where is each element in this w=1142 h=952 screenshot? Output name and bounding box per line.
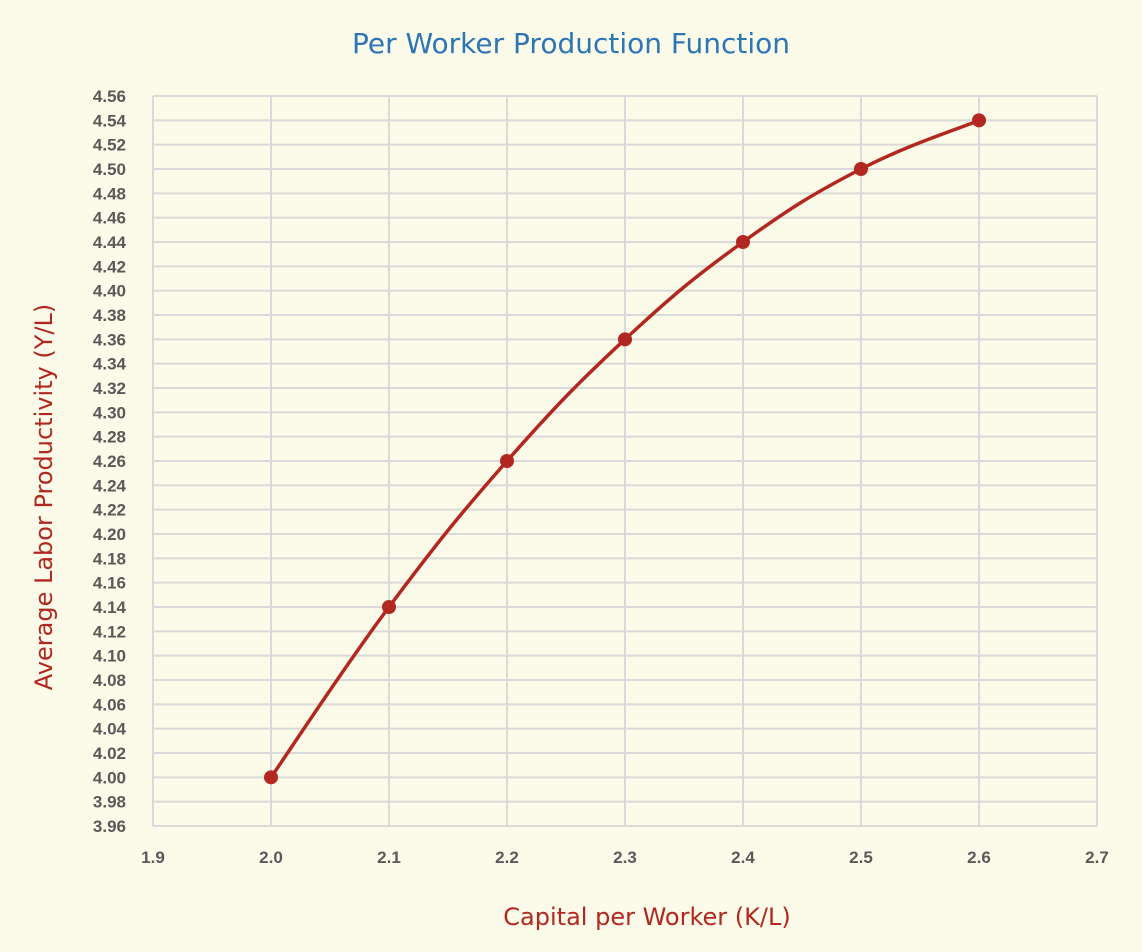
x-tick-label: 2.2 — [495, 848, 519, 867]
y-tick-label: 4.16 — [93, 574, 126, 593]
x-tick-label: 2.4 — [731, 848, 755, 867]
y-tick-label: 4.20 — [93, 525, 126, 544]
x-axis-title: Capital per Worker (K/L) — [503, 903, 790, 931]
x-tick-label: 2.6 — [967, 848, 991, 867]
y-tick-label: 4.38 — [93, 306, 126, 325]
x-tick-label: 2.5 — [849, 848, 873, 867]
x-tick-label: 2.0 — [259, 848, 283, 867]
data-point — [972, 113, 986, 128]
grid-layer — [152, 95, 1098, 827]
y-tick-label: 4.14 — [93, 598, 127, 617]
tick-label-layer: 4.56 4.54 4.52 4.50 4.48 4.46 4.44 4.42 4.40 4.38… — [93, 87, 1109, 867]
data-point — [736, 235, 750, 249]
y-tick-label: 4.52 — [93, 136, 126, 155]
y-tick-label: 4.30 — [93, 403, 126, 422]
y-tick-label: 4.28 — [93, 428, 126, 447]
y-tick-label: 4.02 — [93, 744, 126, 763]
y-tick-label: 4.54 — [93, 111, 127, 130]
y-tick-label: 4.48 — [93, 184, 126, 203]
y-tick-label: 4.56 — [93, 87, 126, 106]
x-tick-label: 1.9 — [141, 848, 165, 867]
y-tick-label: 4.04 — [93, 720, 127, 739]
y-tick-label: 4.32 — [93, 379, 126, 398]
y-tick-label: 4.46 — [93, 209, 126, 228]
x-tick-label: 2.7 — [1085, 848, 1109, 867]
chart-title: Per Worker Production Function — [352, 27, 790, 60]
data-point — [500, 454, 514, 468]
x-tick-label: 2.1 — [377, 848, 401, 867]
data-point — [382, 600, 396, 614]
y-tick-label: 3.96 — [93, 817, 126, 836]
y-tick-label: 4.08 — [93, 671, 126, 690]
y-tick-label: 4.22 — [93, 501, 126, 520]
data-point — [264, 770, 278, 785]
y-tick-label: 4.34 — [93, 355, 127, 374]
y-tick-label: 4.50 — [93, 160, 126, 179]
data-point — [618, 332, 632, 347]
y-tick-label: 4.00 — [93, 768, 126, 787]
y-tick-label: 4.24 — [93, 476, 127, 495]
y-tick-label: 4.44 — [93, 233, 127, 252]
y-tick-label: 4.42 — [93, 257, 126, 276]
y-tick-label: 4.36 — [93, 330, 126, 349]
series-layer — [264, 113, 986, 785]
y-tick-label: 4.40 — [93, 282, 126, 301]
data-point — [854, 162, 868, 176]
y-axis-title: Average Labor Productivity (Y/L) — [30, 304, 58, 690]
y-tick-label: 3.98 — [93, 793, 126, 812]
y-tick-label: 4.18 — [93, 549, 126, 568]
y-tick-label: 4.26 — [93, 452, 126, 471]
x-tick-label: 2.3 — [613, 848, 637, 867]
y-tick-label: 4.10 — [93, 647, 126, 666]
y-tick-label: 4.12 — [93, 622, 126, 641]
y-tick-label: 4.06 — [93, 695, 126, 714]
